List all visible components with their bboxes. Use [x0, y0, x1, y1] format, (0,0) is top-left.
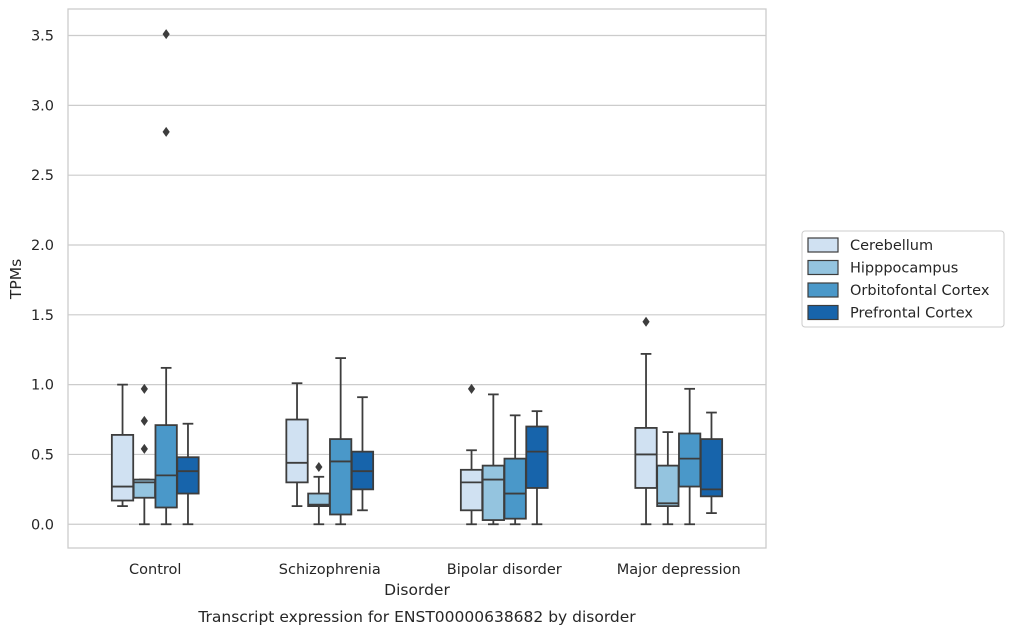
legend-frame	[801, 230, 1005, 328]
box	[329, 438, 353, 516]
outlier-point	[140, 443, 148, 454]
box-group	[634, 316, 658, 526]
y-tick-labels: 0.0 0.5 1.0 1.5 2.0 2.5 3.0 3.5	[31, 29, 54, 534]
box	[503, 457, 527, 520]
legend-swatch	[807, 237, 839, 253]
outlier-point	[315, 462, 323, 473]
box-group	[350, 396, 375, 512]
box-group	[699, 411, 724, 514]
box-group	[481, 393, 505, 526]
plot-frame	[67, 8, 767, 549]
y-tick-label: 0.5	[31, 447, 54, 463]
box-group	[329, 357, 353, 526]
box	[481, 464, 505, 521]
y-tick-label: 1.0	[31, 378, 54, 394]
outlier-point	[162, 29, 170, 40]
x-tick-label: Major depression	[617, 562, 741, 578]
y-tick-label: 2.0	[31, 238, 54, 254]
box-group	[110, 383, 135, 508]
y-tick-label: 0.0	[31, 517, 54, 533]
box	[699, 438, 724, 498]
outlier-point	[162, 126, 170, 137]
box	[634, 427, 658, 489]
y-tick-label: 1.5	[31, 308, 54, 324]
box	[154, 424, 178, 509]
x-tick-label: Bipolar disorder	[447, 562, 562, 578]
legend-label: Cerebellum	[850, 238, 933, 254]
legend-label: Orbitofontal Cortex	[850, 283, 990, 299]
box-group	[285, 382, 309, 508]
legend-swatch	[807, 282, 839, 298]
legend-label: Hipppocampus	[850, 261, 958, 277]
outlier-point	[140, 415, 148, 426]
legend-swatch	[807, 259, 839, 276]
box-group	[176, 422, 200, 526]
box	[525, 425, 549, 489]
box	[678, 432, 702, 488]
box-group	[459, 383, 484, 526]
x-tick-label: Schizophrenia	[279, 562, 381, 578]
box-group	[678, 387, 702, 526]
legend-label: Prefrontal Cortex	[850, 306, 973, 322]
box-group	[307, 462, 331, 526]
outlier-point	[467, 383, 476, 394]
box	[656, 464, 680, 508]
y-axis-label: TPMs	[7, 259, 25, 300]
plot-area	[67, 8, 767, 549]
box-group	[525, 410, 549, 526]
box	[459, 468, 484, 512]
box	[176, 456, 200, 495]
outlier-point	[642, 316, 650, 327]
x-tick-labels: Control Schizophrenia Bipolar disorder Majo…	[129, 562, 741, 578]
outlier-point	[140, 383, 148, 394]
box	[285, 418, 309, 484]
x-tick-label: Control	[129, 562, 181, 578]
box-group	[503, 414, 527, 526]
y-tick-label: 3.5	[31, 29, 54, 45]
y-tick-label: 2.5	[31, 168, 54, 184]
box-group	[154, 29, 178, 526]
legend: Cerebellum Hipppocampus Orbitofontal Corte…	[801, 230, 1005, 328]
gridlines	[68, 34, 766, 525]
box-group	[656, 431, 680, 526]
chart-caption: Transcript expression for ENST0000063868…	[197, 608, 636, 626]
legend-swatch	[807, 304, 839, 321]
box-group	[132, 383, 156, 526]
box	[110, 433, 135, 502]
y-tick-label: 3.0	[31, 98, 54, 114]
x-axis-label: Disorder	[384, 581, 450, 599]
boxes	[110, 29, 724, 526]
